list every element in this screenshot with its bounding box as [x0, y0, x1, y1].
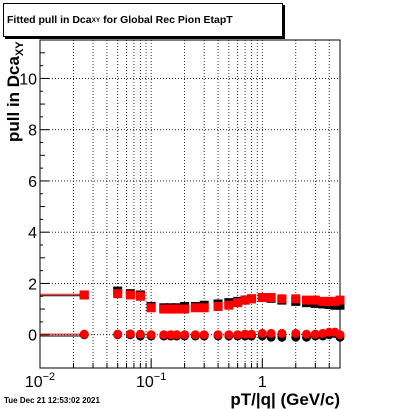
data-point [324, 296, 334, 306]
data-point [199, 303, 209, 313]
data-point [135, 291, 145, 301]
y-tick-label: 2 [28, 276, 37, 293]
data-point [318, 296, 328, 306]
data-point [125, 329, 135, 339]
data-point [247, 329, 257, 339]
data-point [79, 290, 89, 300]
data-point [291, 294, 301, 304]
data-point [125, 290, 135, 300]
data-point [224, 330, 234, 340]
data-point [310, 295, 320, 305]
data-point [257, 328, 267, 338]
data-point [190, 330, 200, 340]
y-tick-label: 8 [28, 123, 37, 140]
data-point [146, 330, 156, 340]
title-prefix: Fitted pull in Dca [7, 14, 92, 26]
data-point [310, 329, 320, 339]
chart-title: Fitted pull in Dca XY for Global Rec Pion… [3, 3, 283, 37]
data-point [335, 295, 345, 305]
y-tick-label: 10 [19, 71, 37, 88]
data-point [213, 302, 223, 311]
y-tick-label: 6 [28, 174, 37, 191]
x-tick-label: 10−2 [25, 371, 55, 391]
data-point [166, 304, 176, 314]
data-point [277, 328, 287, 338]
data-point [224, 300, 234, 310]
x-tick-label: 1 [258, 374, 267, 391]
y-axis-label: pull in DcaXY [4, 41, 26, 142]
y-tick-label: 4 [28, 225, 37, 242]
data-point [159, 330, 169, 340]
data-point [190, 303, 200, 313]
data-point [172, 330, 182, 340]
data-point [180, 304, 190, 314]
data-point [330, 296, 340, 306]
data-point [172, 304, 182, 314]
data-point [291, 328, 301, 338]
x-tick-label: 10−1 [136, 371, 166, 391]
timestamp: Tue Dec 21 12:53:02 2021 [4, 396, 100, 405]
title-subscript: XY [91, 16, 101, 24]
data-point [79, 329, 89, 339]
data-point [233, 330, 243, 340]
data-point [266, 293, 276, 303]
data-point [159, 304, 169, 314]
data-point [335, 300, 345, 310]
x-axis-label: pT/|q| (GeV/c) [230, 390, 340, 409]
data-point [240, 329, 250, 339]
data-point [240, 295, 250, 305]
data-point [335, 330, 345, 340]
title-suffix: for Global Rec Pion EtapT [100, 14, 233, 26]
data-point [146, 303, 156, 313]
plot-frame [39, 39, 341, 369]
data-point [247, 294, 257, 304]
y-tick-label: 0 [28, 328, 37, 345]
plot-area [40, 40, 340, 368]
data-point [257, 293, 267, 303]
data-point [113, 329, 123, 339]
data-point [302, 329, 312, 339]
data-point [233, 298, 243, 308]
data-point [213, 330, 223, 340]
data-point [302, 295, 312, 305]
data-point [277, 294, 287, 304]
data-point [113, 289, 123, 299]
data-point [180, 330, 190, 340]
data-point [266, 328, 276, 338]
data-point [135, 329, 145, 339]
data-point [199, 330, 209, 340]
